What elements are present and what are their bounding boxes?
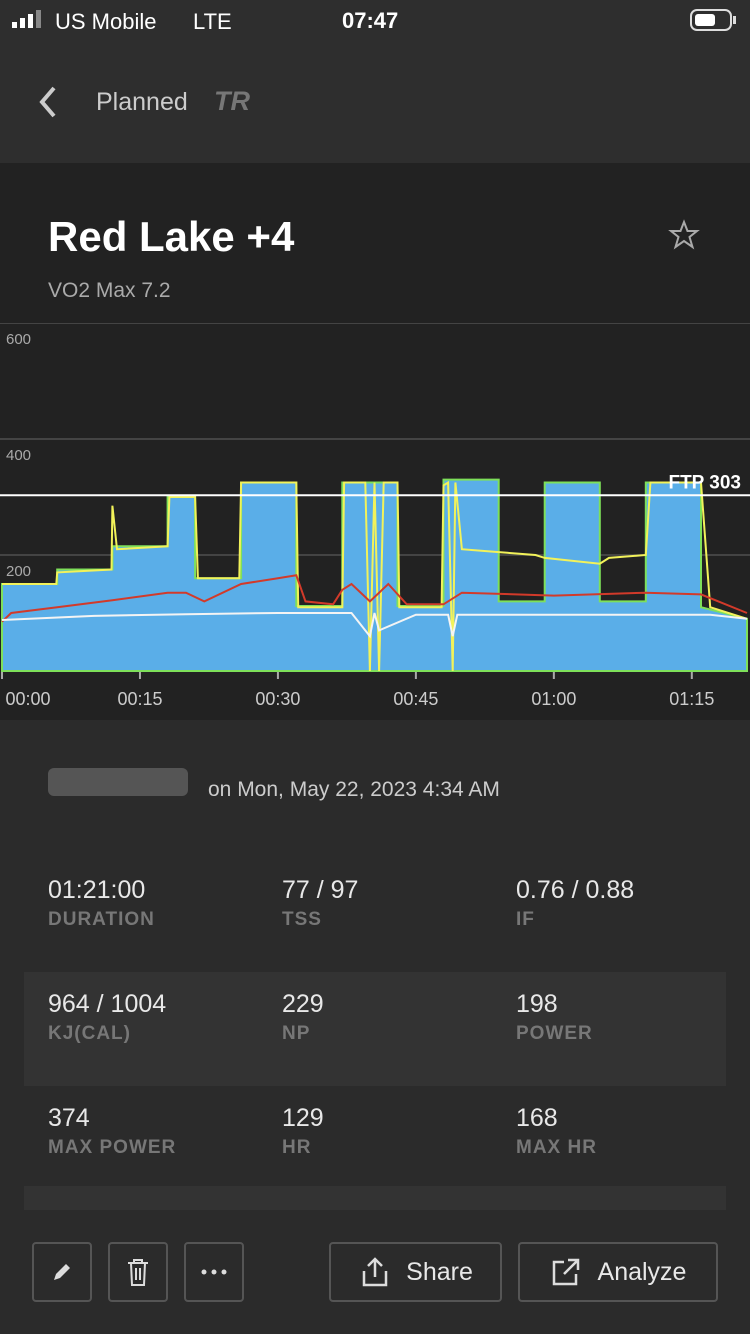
more-button[interactable] (184, 1242, 244, 1302)
x-tick-label: 00:30 (255, 689, 300, 709)
series-line (2, 480, 748, 672)
stat: 0.76 / 0.88 IF (516, 876, 736, 931)
stat-value: 0.76 / 0.88 (516, 876, 635, 904)
status-bar: US Mobile LTE 07:47 (0, 0, 750, 42)
stat: 198 POWER (516, 990, 736, 1045)
clock: 07:47 (342, 8, 399, 33)
stats-row: 374 MAX POWER 129 HR 168 MAX HR (24, 1086, 726, 1200)
analyze-button[interactable]: Analyze (518, 1242, 718, 1302)
x-tick-label: 00:45 (393, 689, 438, 709)
x-tick-label: 00:00 (5, 689, 50, 709)
stat: 229 NP (282, 990, 502, 1045)
stat-value: 129 (282, 1104, 324, 1132)
stat-value: 964 / 1004 (48, 990, 167, 1018)
date: on Mon, May 22, 2023 4:34 AM (208, 778, 500, 801)
y-tick-label: 400 (6, 447, 31, 464)
stat: 374 MAX POWER (48, 1104, 268, 1159)
network: LTE (193, 9, 232, 34)
stat-value: 01:21:00 (48, 876, 146, 904)
row-bg (24, 1186, 726, 1210)
workout-title: Red Lake +4 (48, 213, 295, 260)
workout-header: Red Lake +4 VO2 Max 7.2 (0, 163, 750, 323)
stat-value: 229 (282, 990, 324, 1018)
stat-value: 198 (516, 990, 558, 1018)
stat-label: MAX HR (516, 1137, 597, 1158)
carrier: US Mobile (55, 9, 157, 34)
stats-panel: on Mon, May 22, 2023 4:34 AM 01:21:00 DUR… (0, 720, 750, 1210)
stat-label: TSS (282, 909, 322, 930)
back-button[interactable] (34, 84, 64, 120)
redacted-name (48, 768, 188, 796)
battery-icon (690, 9, 736, 31)
stat: 77 / 97 TSS (282, 876, 502, 931)
delete-button[interactable] (108, 1242, 168, 1302)
stat-label: POWER (516, 1023, 593, 1044)
stat: 964 / 1004 KJ(CAL) (48, 990, 268, 1045)
share-button[interactable]: Share (329, 1242, 502, 1302)
stats-row: 01:21:00 DURATION 77 / 97 TSS 0.76 / 0.88 IF (24, 858, 726, 972)
share-label: Share (406, 1257, 473, 1286)
stat-value: 77 / 97 (282, 876, 359, 904)
logo: TR (214, 86, 250, 116)
stat-label: DURATION (48, 909, 155, 930)
ftp-label: FTP 303 (668, 472, 741, 493)
nav-bar: Planned TR (0, 42, 750, 163)
x-axis-band (0, 672, 750, 720)
signal-icon (12, 10, 41, 28)
series-line (1, 574, 748, 623)
x-tick-label: 00:15 (117, 689, 162, 709)
y-tick-label: 600 (6, 331, 31, 348)
stat-label: HR (282, 1137, 312, 1158)
stat: 129 HR (282, 1104, 502, 1159)
stat-label: NP (282, 1023, 311, 1044)
workout-chart: 200 400 600 FTP 303 00:00 00:15 00:30 00:45 01:0… (0, 323, 750, 720)
stat-label: KJ(CAL) (48, 1023, 131, 1044)
workout-subtitle: VO2 Max 7.2 (48, 279, 171, 302)
edit-button[interactable] (32, 1242, 92, 1302)
stat-value: 374 (48, 1104, 90, 1132)
analyze-label: Analyze (597, 1257, 687, 1286)
stats-row: 964 / 1004 KJ(CAL) 229 NP 198 POWER (24, 972, 726, 1086)
x-tick-label: 01:15 (669, 689, 714, 709)
favorite-star[interactable] (668, 219, 700, 251)
stat: 01:21:00 DURATION (48, 876, 268, 931)
stat-value: 168 (516, 1104, 558, 1132)
stat-label: MAX POWER (48, 1137, 177, 1158)
x-tick-label: 01:00 (531, 689, 576, 709)
stat-label: IF (516, 909, 535, 930)
nav-title: Planned (96, 88, 188, 116)
y-tick-label: 200 (6, 563, 31, 580)
stat: 168 MAX HR (516, 1104, 736, 1159)
series-line (1, 612, 748, 639)
